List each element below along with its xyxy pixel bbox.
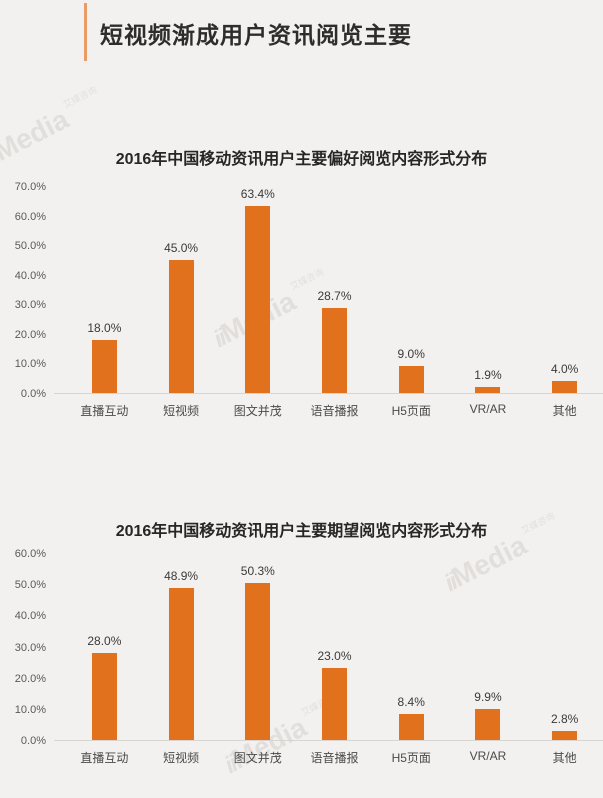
y-axis-tick-label: 0.0%: [20, 388, 46, 400]
bar-column: 28.7%: [296, 289, 373, 393]
bar-value-label: 28.7%: [317, 289, 352, 304]
bar: [552, 731, 578, 740]
x-axis-labels: 直播互动 短视频 图文并茂 语音播报 H5页面 VR/AR 其他: [66, 749, 603, 766]
bar-column: 48.9%: [143, 569, 220, 740]
x-axis-label: H5页面: [391, 751, 431, 765]
bar-column: 50.3%: [219, 564, 296, 740]
y-axis-tick-label: 20.0%: [14, 672, 46, 685]
y-axis: 0.0% 10.0% 20.0% 30.0% 40.0% 50.0% 60.0%: [0, 548, 54, 747]
x-axis-label: 语音播报: [310, 751, 359, 765]
bar-column: 63.4%: [219, 186, 296, 393]
bar-column: 2.8%: [526, 712, 603, 740]
bar: [322, 668, 348, 740]
y-axis-tick-label: 30.0%: [14, 641, 46, 654]
bar-column: 8.4%: [373, 695, 450, 740]
bar-column: 45.0%: [143, 241, 220, 393]
x-axis-label: 短视频: [163, 404, 200, 418]
y-axis-tick-label: 70.0%: [14, 181, 46, 193]
y-axis-tick-label: 0.0%: [20, 735, 46, 747]
expectation-bar-chart: 2016年中国移动资讯用户主要期望阅览内容形式分布 0.0% 10.0% 20.0%…: [0, 522, 603, 766]
bar: [322, 308, 348, 393]
y-axis-tick-label: 60.0%: [14, 210, 46, 223]
y-axis-tick-label: 60.0%: [14, 548, 46, 560]
page-title: 短视频渐成用户资讯阅览主要: [100, 22, 412, 48]
x-axis-label: H5页面: [391, 404, 431, 418]
chart-title: 2016年中国移动资讯用户主要期望阅览内容形式分布: [115, 523, 488, 540]
bar-value-label: 63.4%: [240, 186, 275, 201]
y-axis-tick-label: 50.0%: [14, 240, 46, 253]
x-axis-label: 图文并茂: [233, 404, 282, 418]
bar-value-label: 9.9%: [474, 690, 502, 705]
bar-column: 1.9%: [450, 368, 527, 393]
y-axis-tick-label: 30.0%: [14, 299, 46, 312]
bar-value-label: 23.0%: [317, 649, 352, 664]
bars-area: 18.0% 45.0% 63.4% 28.7% 9.0% 1.9% 4.0%: [54, 187, 603, 394]
bar-value-label: 2.8%: [550, 712, 579, 727]
bar: [91, 652, 117, 740]
bar-value-label: 18.0%: [87, 320, 122, 335]
bar: [475, 387, 501, 393]
bar-column: 9.9%: [450, 690, 527, 740]
x-axis-label: 其他: [552, 751, 577, 765]
y-axis-tick-label: 20.0%: [14, 328, 46, 341]
plot-area: 0.0% 10.0% 20.0% 30.0% 40.0% 50.0% 60.0% 70.0% …: [0, 181, 603, 400]
bar-value-label: 48.9%: [164, 568, 199, 583]
y-axis-tick-label: 40.0%: [14, 610, 46, 623]
title-accent-bar: [84, 3, 87, 61]
bars-area: 28.0% 48.9% 50.3% 23.0% 8.4% 9.9% 2.8%: [54, 554, 603, 741]
bar: [245, 583, 271, 740]
x-axis-label: 图文并茂: [233, 751, 282, 765]
preference-bar-chart: 2016年中国移动资讯用户主要偏好阅览内容形式分布 0.0% 10.0% 20.0%…: [0, 150, 603, 419]
bar: [398, 713, 424, 740]
x-axis-label: VR/AR: [469, 749, 507, 763]
plot-area: 0.0% 10.0% 20.0% 30.0% 40.0% 50.0% 60.0% 28.0%…: [0, 548, 603, 747]
y-axis: 0.0% 10.0% 20.0% 30.0% 40.0% 50.0% 60.0% 70.0%: [0, 181, 54, 400]
bar-column: 28.0%: [66, 634, 143, 740]
bar: [91, 339, 117, 393]
x-axis-labels: 直播互动 短视频 图文并茂 语音播报 H5页面 VR/AR 其他: [66, 402, 603, 419]
bar-value-label: 4.0%: [550, 362, 579, 377]
bar: [552, 381, 578, 393]
x-axis-label: 直播互动: [80, 751, 129, 765]
y-axis-tick-label: 40.0%: [14, 269, 46, 282]
chart-title: 2016年中国移动资讯用户主要偏好阅览内容形式分布: [115, 151, 488, 168]
x-axis-label: VR/AR: [469, 402, 507, 416]
x-axis-label: 短视频: [163, 751, 200, 765]
bar: [398, 366, 424, 393]
bar: [245, 205, 271, 393]
y-axis-tick-label: 10.0%: [14, 703, 46, 716]
bar: [168, 259, 194, 393]
watermark-caption: 艾媒咨询: [61, 84, 99, 110]
bar-value-label: 28.0%: [87, 633, 122, 648]
bar-value-label: 9.0%: [397, 347, 425, 362]
bar-column: 4.0%: [526, 362, 603, 393]
bar-column: 18.0%: [66, 321, 143, 393]
bar: [475, 709, 501, 740]
y-axis-tick-label: 10.0%: [14, 358, 46, 371]
y-axis-tick-label: 50.0%: [14, 579, 46, 592]
bar-value-label: 50.3%: [240, 564, 275, 579]
x-axis-label: 语音播报: [310, 404, 359, 418]
x-axis-label: 直播互动: [80, 404, 129, 418]
bar: [168, 587, 194, 740]
x-axis-label: 其他: [552, 404, 577, 418]
bar-value-label: 1.9%: [474, 368, 502, 383]
bar-column: 23.0%: [296, 649, 373, 740]
bar-value-label: 8.4%: [397, 694, 425, 709]
bar-value-label: 45.0%: [164, 240, 199, 255]
bar-column: 9.0%: [373, 347, 450, 393]
